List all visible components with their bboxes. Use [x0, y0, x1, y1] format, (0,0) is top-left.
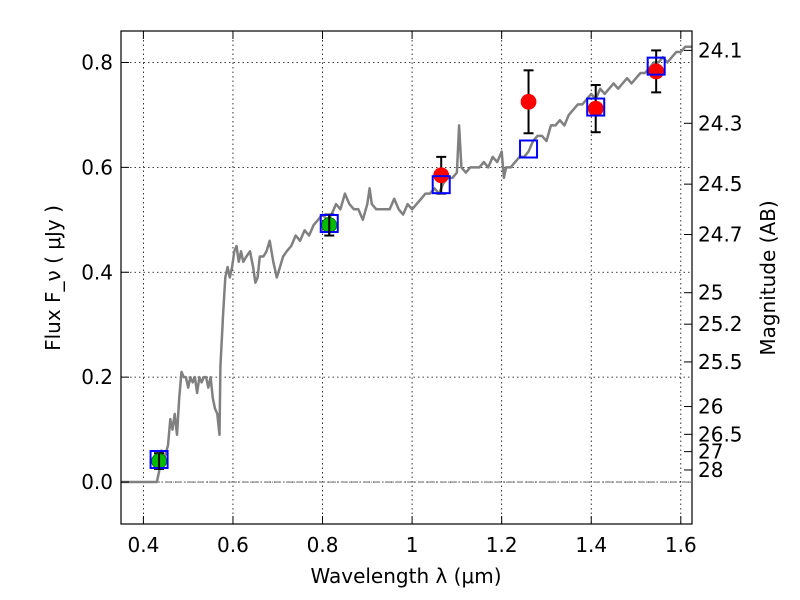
x-tick-label: 1.4 — [575, 533, 607, 557]
model-point — [431, 175, 451, 195]
y-tick-label: 0.6 — [81, 155, 113, 179]
plot-frame — [120, 30, 693, 525]
right-tick-label: 24.3 — [698, 111, 743, 135]
right-tick-label: 25.5 — [698, 350, 743, 374]
x-tick-label: 1 — [406, 533, 419, 557]
x-axis-title: Wavelength λ (μm) — [310, 564, 501, 588]
right-axis-title: Magnitude (AB) — [756, 200, 780, 355]
right-tick-label: 24.7 — [698, 222, 743, 246]
data-markers — [149, 56, 666, 469]
right-tick-label: 27 — [698, 440, 723, 464]
y-tick-label: 0.2 — [81, 365, 113, 389]
data-point — [587, 100, 604, 117]
model-point — [586, 97, 606, 117]
y-tick-label: 0.4 — [81, 260, 113, 284]
data-point — [648, 63, 665, 80]
right-tick-label: 25.2 — [698, 312, 743, 336]
x-tick-label: 0.6 — [217, 533, 249, 557]
right-tick-label: 26.5 — [698, 422, 743, 446]
right-tick-label: 26 — [698, 395, 723, 419]
grid-lines — [121, 31, 692, 524]
x-tick-label: 0.8 — [307, 533, 339, 557]
x-tick-label: 0.4 — [127, 533, 159, 557]
model-sed-layer — [121, 45, 692, 484]
x-tick-label: 1.2 — [486, 533, 518, 557]
y-axis-title: Flux F_ν ( μJy ) — [41, 205, 65, 351]
data-point — [520, 93, 537, 110]
right-tick-label: 24.1 — [698, 38, 743, 62]
y-tick-label: 0.8 — [81, 50, 113, 74]
y-tick-label: 0.0 — [81, 470, 113, 494]
y-tick-labels: 0.0 0.2 0.4 0.6 0.8 — [81, 50, 113, 494]
model-point — [646, 56, 666, 76]
right-tick-label: 24.5 — [698, 172, 743, 196]
right-tick-label: 28 — [698, 458, 723, 482]
model-point — [519, 139, 539, 159]
model-sed-line — [121, 45, 692, 484]
right-tick-label: 25 — [698, 281, 723, 305]
x-tick-label: 1.6 — [665, 533, 697, 557]
x-tick-labels: 0.4 0.6 0.8 1 1.2 1.4 1.6 — [127, 533, 696, 557]
axis-ticks — [121, 31, 692, 524]
